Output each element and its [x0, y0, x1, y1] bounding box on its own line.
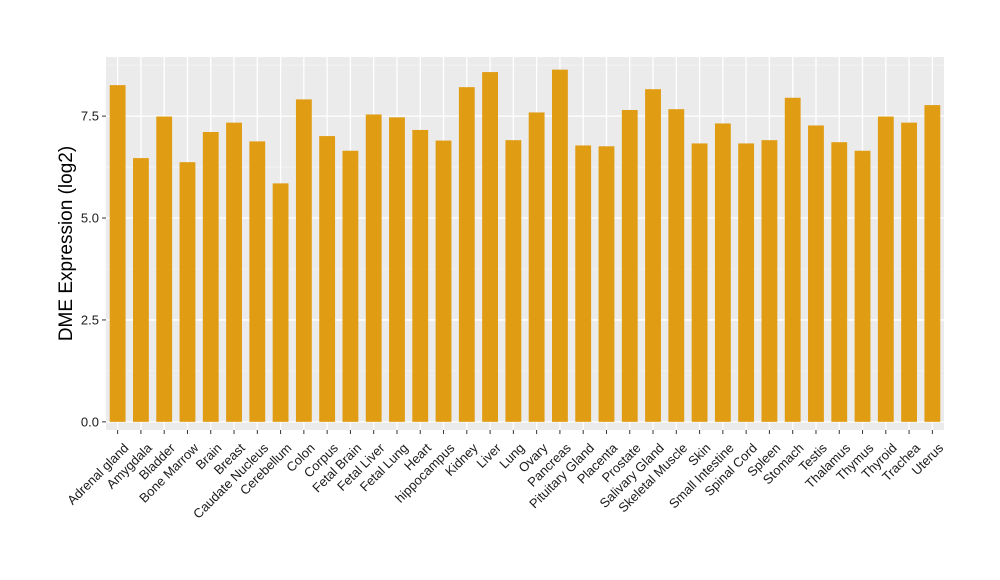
bar: [668, 109, 685, 422]
bar: [901, 122, 917, 422]
bar: [458, 87, 475, 422]
bar: [854, 150, 871, 422]
bar: [295, 99, 312, 422]
y-tick-label: 0.0: [81, 414, 99, 429]
bar: [179, 162, 196, 422]
bar: [877, 116, 894, 422]
bar: [365, 114, 382, 422]
bar: [784, 97, 801, 422]
bar: [645, 89, 661, 422]
y-tick-label: 2.5: [81, 312, 99, 327]
bars: [109, 69, 941, 422]
plot-panel: [106, 57, 944, 430]
y-axis: 0.0 2.5 5.0 7.5: [81, 109, 106, 429]
bar: [133, 158, 149, 422]
bar: [319, 136, 336, 422]
bar: [435, 140, 452, 422]
bar: [738, 143, 755, 422]
y-tick-label: 7.5: [81, 109, 99, 124]
bar: [528, 112, 545, 422]
bar: [389, 117, 405, 422]
bar: [272, 183, 289, 422]
bar: [412, 129, 429, 422]
bar: [598, 146, 615, 422]
bar: [691, 143, 708, 422]
bar: [226, 122, 242, 422]
bar: [482, 72, 498, 422]
bar: [831, 142, 848, 422]
bar: [575, 145, 592, 422]
bar: [505, 140, 522, 422]
y-axis-title: DME Expression (log2): [56, 146, 77, 341]
bar: [924, 105, 941, 422]
bar: [761, 140, 778, 422]
bar: [249, 141, 266, 422]
bar: [342, 150, 359, 422]
bar: [156, 116, 173, 422]
bar: [552, 69, 568, 422]
bar: [109, 85, 126, 422]
y-tick-label: 5.0: [81, 211, 99, 226]
bar: [808, 125, 824, 422]
bar: [621, 109, 638, 422]
bar: [714, 123, 731, 422]
bar: [202, 132, 219, 422]
